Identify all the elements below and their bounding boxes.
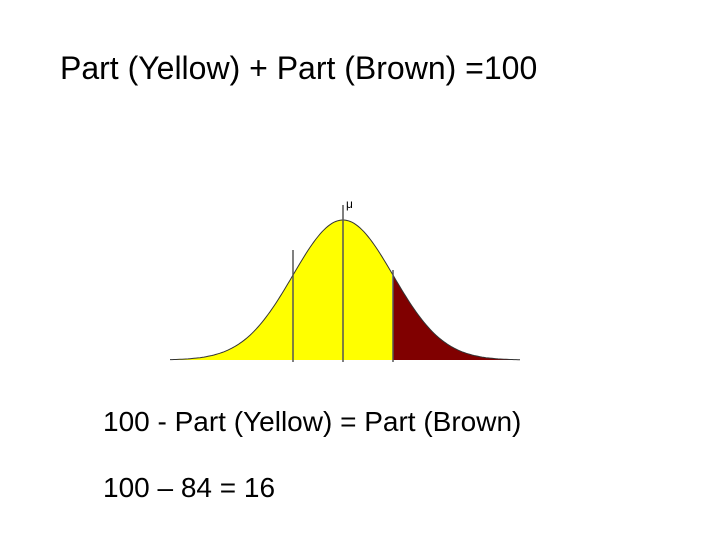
mean-label: μ — [346, 197, 353, 211]
curve-outline — [170, 219, 520, 361]
yellow-area — [170, 220, 393, 360]
equation: 100 – 84 = 16 — [103, 472, 276, 503]
brown-area — [393, 275, 520, 360]
equation: 100 - Part (Yellow) = Part (Brown) — [103, 406, 522, 437]
title: Part (Yellow) + Part (Brown) =100 — [60, 50, 538, 86]
